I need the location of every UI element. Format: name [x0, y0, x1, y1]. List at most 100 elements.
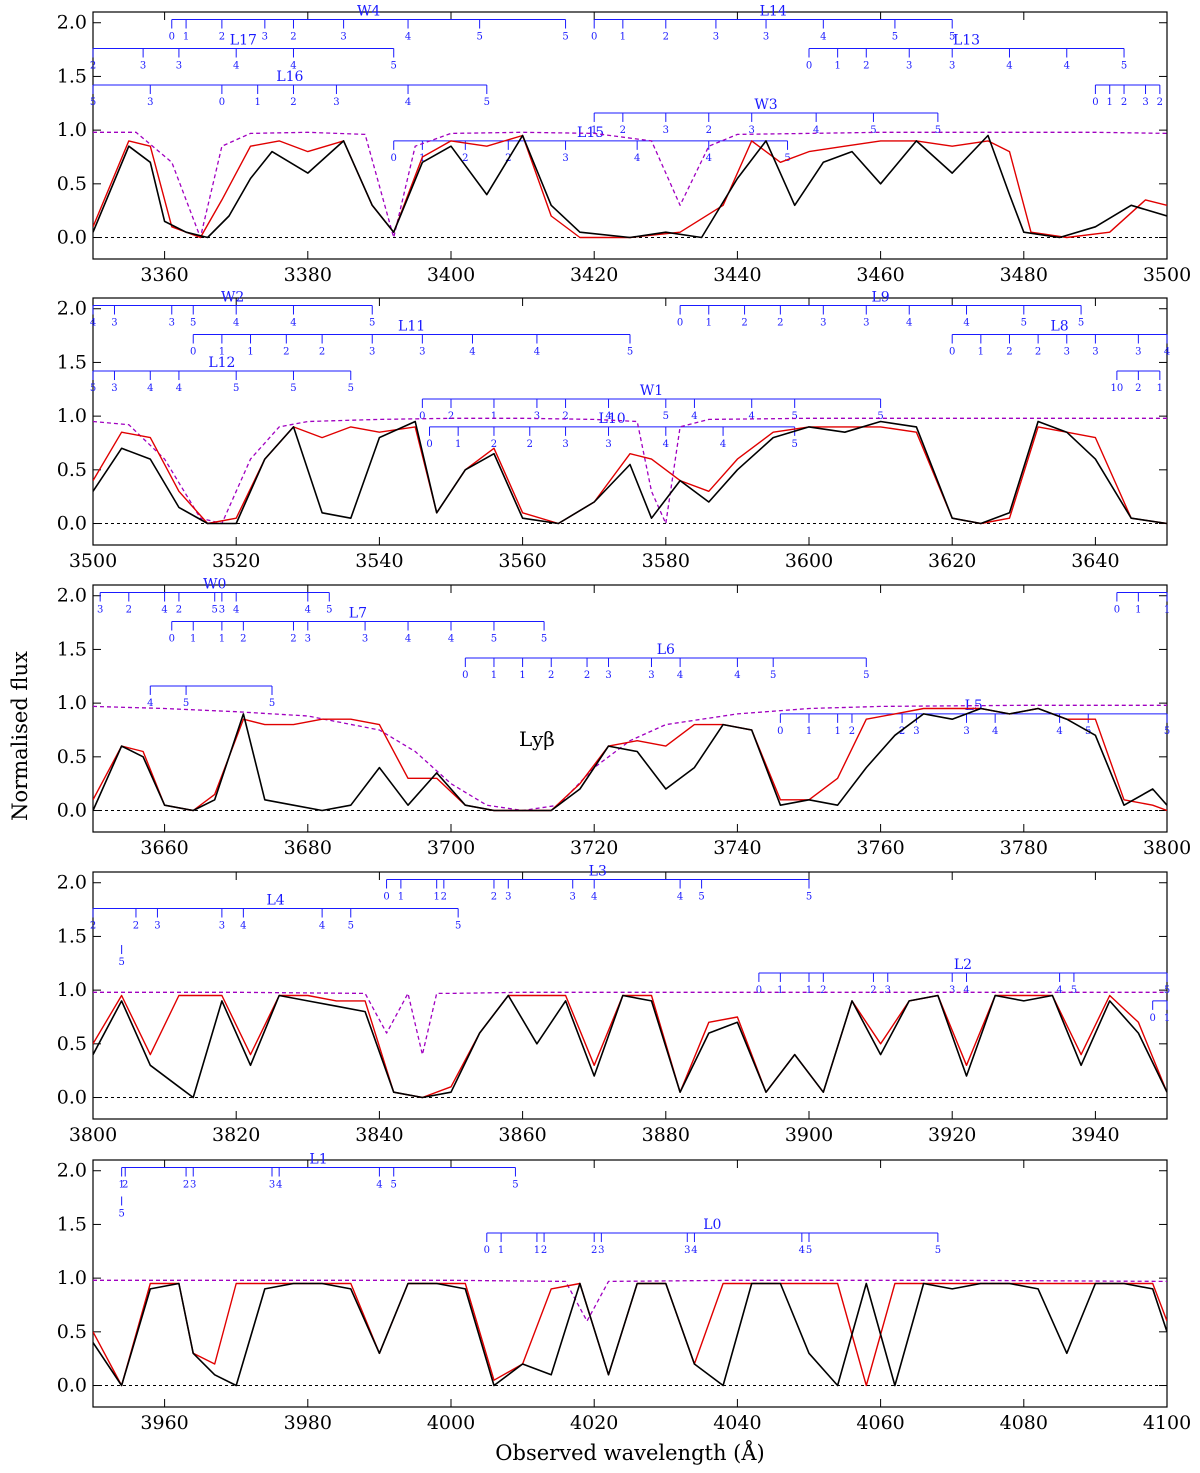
x-tick-label: 4040 — [713, 1412, 761, 1434]
x-tick-label: 3460 — [856, 264, 904, 286]
marker-tick-label: 1 — [455, 439, 461, 450]
panels: 3360 3380 3400 3420 3440 3460 3480 35000.00.51.… — [57, 4, 1191, 1434]
marker-tick-label: 4 — [820, 32, 826, 43]
marker-tick-label: 4 — [233, 605, 239, 616]
marker-tick-label: 2 — [899, 726, 905, 737]
marker-tick-label: 2 — [870, 985, 876, 996]
x-tick-label: 3940 — [1071, 1124, 1119, 1146]
marker-group-label: L12 — [208, 355, 235, 371]
marker-tick-label: 3 — [176, 61, 182, 72]
marker-tick-label: 5 — [326, 605, 332, 616]
marker-tick-label: 5 — [784, 153, 790, 164]
x-tick-label: 3480 — [1000, 264, 1048, 286]
marker-tick-label: 5 — [935, 125, 941, 136]
marker-tick-label: 3 — [534, 411, 540, 422]
x-tick-label: 3820 — [212, 1124, 260, 1146]
marker-tick-label: 5 — [484, 97, 490, 108]
marker-tick-label: 3 — [663, 125, 669, 136]
marker-tick-label: 5 — [791, 411, 797, 422]
marker-tick-label: 3 — [684, 1245, 690, 1256]
y-axis-label: Normalised flux — [8, 651, 32, 821]
marker-tick-label: 3 — [305, 634, 311, 645]
marker-tick-label: 2 — [122, 1180, 128, 1191]
marker-tick-label: 4 — [1056, 985, 1062, 996]
marker-tick-label: 3 — [219, 921, 225, 932]
marker-tick-label: 4 — [448, 634, 454, 645]
marker-tick-label: 1 — [498, 1245, 504, 1256]
x-tick-label: 3380 — [284, 264, 332, 286]
marker-tick-label: 0 — [591, 32, 597, 43]
marker-tick-label: 3 — [97, 605, 103, 616]
y-tick-label: 1.0 — [57, 405, 87, 427]
marker-tick-label: 0 — [426, 439, 432, 450]
marker-tick-label: 4 — [534, 347, 540, 358]
marker-tick-label: 1 — [219, 634, 225, 645]
panel-frame — [92, 871, 1168, 1120]
y-tick-label: 1.0 — [57, 1267, 87, 1289]
marker-group-label: W1 — [640, 383, 663, 399]
marker-tick-label: 5 — [806, 892, 812, 903]
marker-tick-label: 4 — [906, 318, 912, 329]
marker-tick-label: 0 — [806, 61, 812, 72]
marker-tick-label: 1 — [978, 347, 984, 358]
x-tick-label: 3540 — [355, 550, 403, 572]
marker-tick-label: 5 — [877, 411, 883, 422]
continuum-profile — [93, 131, 1167, 239]
marker-tick-label: 4 — [677, 670, 683, 681]
marker-tick-label: 5 — [791, 439, 797, 450]
marker-tick-label: 3 — [820, 318, 826, 329]
marker-tick-label: 2 — [126, 605, 132, 616]
marker-tick-label: 3 — [913, 726, 919, 737]
lyman-beta-label: Lyβ — [519, 727, 555, 751]
y-tick-label: 0.0 — [57, 227, 87, 249]
x-tick-label: 3600 — [785, 550, 833, 572]
marker-tick-label: 0 — [190, 347, 196, 358]
marker-tick-label: 1 — [433, 892, 439, 903]
marker-tick-label: 3 — [169, 318, 175, 329]
panel-frame — [92, 1159, 1168, 1408]
x-tick-label: 3360 — [140, 264, 188, 286]
marker-tick-label: 3 — [1064, 347, 1070, 358]
y-tick-label: 0.0 — [57, 513, 87, 535]
marker-tick-label: 4 — [147, 698, 153, 709]
marker-tick-label: 5 — [870, 125, 876, 136]
y-tick-label: 1.0 — [57, 979, 87, 1001]
marker-tick-label: 4 — [405, 32, 411, 43]
y-tick-label: 2.0 — [57, 12, 87, 34]
x-tick-label: 4080 — [1000, 1412, 1048, 1434]
marker-tick-label: 3 — [262, 32, 268, 43]
continuum-profile — [93, 704, 1167, 812]
marker-tick-label: 1 — [534, 1245, 540, 1256]
marker-tick-label: 0 — [756, 985, 762, 996]
marker-tick-label: 1 — [1107, 97, 1113, 108]
marker-tick-label: 0 — [1092, 97, 1098, 108]
marker-tick-label: 3 — [111, 383, 117, 394]
marker-tick-label: 4 — [176, 383, 182, 394]
marker-group-label: L6 — [657, 642, 675, 658]
marker-tick-label: 1 — [491, 411, 497, 422]
x-tick-label: 3780 — [1000, 837, 1048, 859]
marker-tick-label: 2 — [663, 32, 669, 43]
marker-tick-label: 2 — [591, 1245, 597, 1256]
x-tick-label: 3700 — [427, 837, 475, 859]
marker-tick-label: 0 — [1114, 605, 1120, 616]
marker-tick-label: 5 — [491, 634, 497, 645]
marker-tick-label: 2 — [219, 32, 225, 43]
marker-group-label: L1 — [309, 1152, 327, 1168]
marker-tick-label: 2 — [183, 1180, 189, 1191]
marker-tick-label: 3 — [885, 985, 891, 996]
y-tick-label: 1.0 — [57, 692, 87, 714]
marker-tick-label: 2 — [1121, 97, 1127, 108]
marker-tick-label: 4 — [799, 1245, 805, 1256]
marker-tick-label: 2 — [176, 605, 182, 616]
marker-tick-label: 5 — [770, 670, 776, 681]
marker-tick-label: 2 — [863, 61, 869, 72]
marker-tick-label: 4 — [233, 61, 239, 72]
marker-tick-label: 5 — [698, 892, 704, 903]
marker-tick-label: 4 — [992, 726, 998, 737]
marker-tick-label: 5 — [1071, 985, 1077, 996]
marker-tick-label: 5 — [391, 1180, 397, 1191]
marker-tick-label: 2 — [290, 32, 296, 43]
marker-tick-label: 5 — [455, 921, 461, 932]
x-tick-label: 3840 — [355, 1124, 403, 1146]
